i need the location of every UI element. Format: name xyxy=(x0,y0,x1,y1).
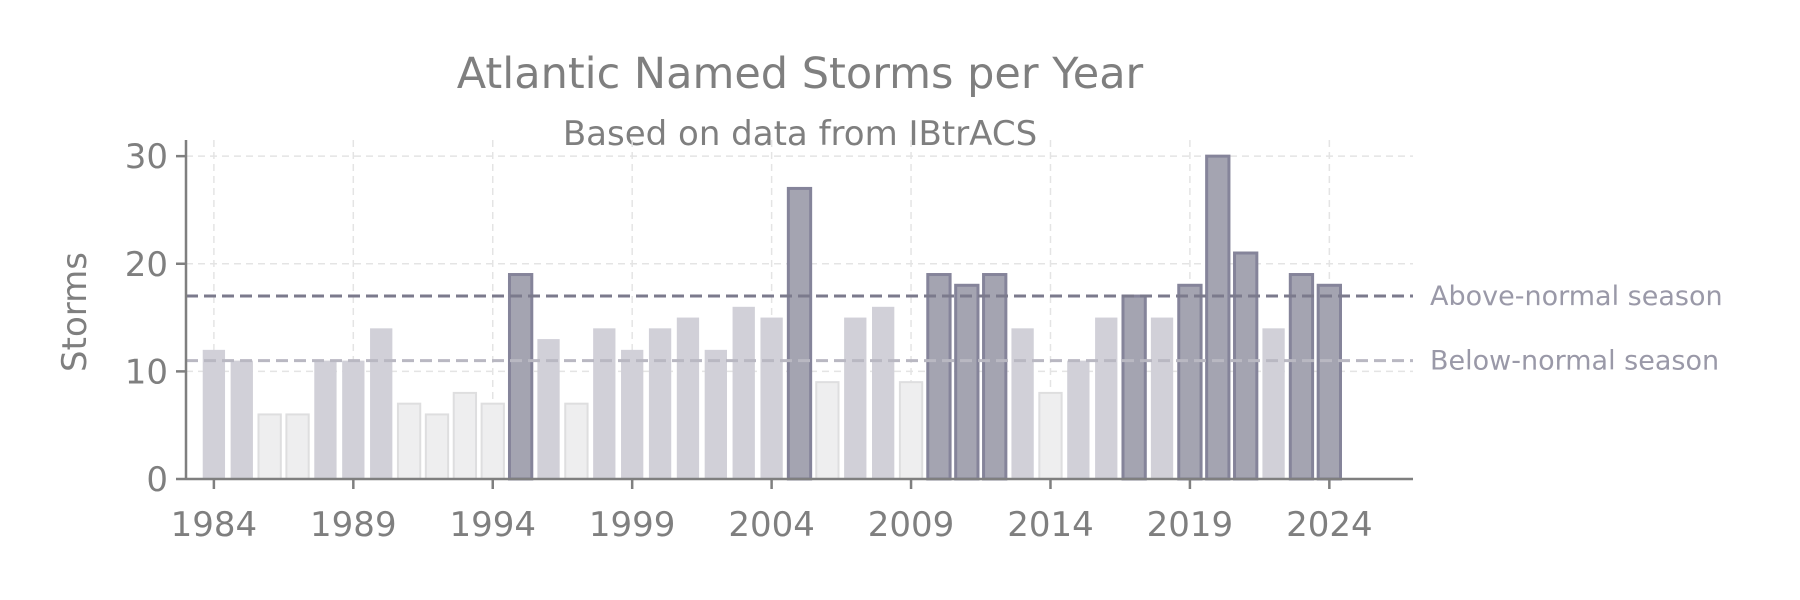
x-tick-label: 1994 xyxy=(449,505,536,545)
bar-1990 xyxy=(370,328,393,479)
bar-2022 xyxy=(1262,328,1285,479)
bar-1991 xyxy=(396,402,422,480)
x-tick-label: 2024 xyxy=(1286,505,1373,545)
bar-2004 xyxy=(760,317,783,479)
chart-title: Atlantic Named Storms per Year xyxy=(457,49,1144,99)
x-tick-label: 2019 xyxy=(1147,505,1234,545)
bar-2017 xyxy=(1121,294,1147,481)
bar-1999 xyxy=(621,349,644,479)
x-tick-label: 1984 xyxy=(171,505,258,545)
x-tick-label: 2004 xyxy=(728,505,815,545)
bar-1996 xyxy=(537,339,560,479)
y-axis-label: Storms xyxy=(55,252,95,372)
bar-2014 xyxy=(1038,391,1063,480)
y-tick-label: 20 xyxy=(125,245,168,285)
bar-2011 xyxy=(954,283,980,481)
bar-2000 xyxy=(648,328,672,479)
bar-2002 xyxy=(704,349,727,479)
bar-2005 xyxy=(786,186,813,481)
bar-2019 xyxy=(1177,283,1203,481)
x-tick-label: 2014 xyxy=(1007,505,1094,545)
bar-1998 xyxy=(593,328,616,479)
y-tick-label: 10 xyxy=(125,352,168,392)
bar-2013 xyxy=(1011,328,1034,479)
bar-2021 xyxy=(1233,251,1259,481)
bar-2024 xyxy=(1316,283,1342,481)
bar-2023 xyxy=(1288,273,1315,481)
bar-2009 xyxy=(898,381,924,480)
bar-1992 xyxy=(424,413,450,480)
bar-2020 xyxy=(1205,154,1231,481)
bar-1985 xyxy=(230,360,253,479)
bar-2016 xyxy=(1095,317,1118,479)
bar-2012 xyxy=(982,273,1008,481)
bar-1988 xyxy=(314,360,337,479)
ticks: 0 10 20 30 1984 1989 1994 1999 2004 2009 2014 2019 2… xyxy=(125,137,1373,545)
reference-label-below-normal: Below-normal season xyxy=(1430,346,1719,377)
bar-1994 xyxy=(480,402,505,480)
bar-2015 xyxy=(1067,360,1090,479)
bar-2007 xyxy=(844,317,867,479)
bar-2018 xyxy=(1150,317,1174,479)
x-tick-label: 1999 xyxy=(589,505,676,545)
y-tick-label: 0 xyxy=(146,460,168,500)
reference-label-above-normal: Above-normal season xyxy=(1430,281,1723,312)
axes xyxy=(184,140,1413,481)
bar-1995 xyxy=(507,273,534,481)
bar-1989 xyxy=(342,360,365,479)
chart-subtitle: Based on data from IBtrACS xyxy=(563,114,1037,154)
bar-1984 xyxy=(202,349,226,479)
reference-lines: Above-normal season Below-normal season xyxy=(186,281,1723,377)
bar-2010 xyxy=(926,273,952,481)
bar-2008 xyxy=(872,306,895,479)
bars xyxy=(202,154,1342,481)
bar-1997 xyxy=(564,402,589,480)
bar-1986 xyxy=(257,413,282,480)
y-tick-label: 30 xyxy=(125,137,168,177)
bar-1993 xyxy=(452,391,478,480)
bar-1987 xyxy=(285,413,310,480)
bar-2006 xyxy=(815,381,840,480)
x-tick-label: 1989 xyxy=(310,505,397,545)
bar-2003 xyxy=(732,306,755,479)
bar-2001 xyxy=(676,317,700,479)
x-tick-label: 2009 xyxy=(868,505,955,545)
